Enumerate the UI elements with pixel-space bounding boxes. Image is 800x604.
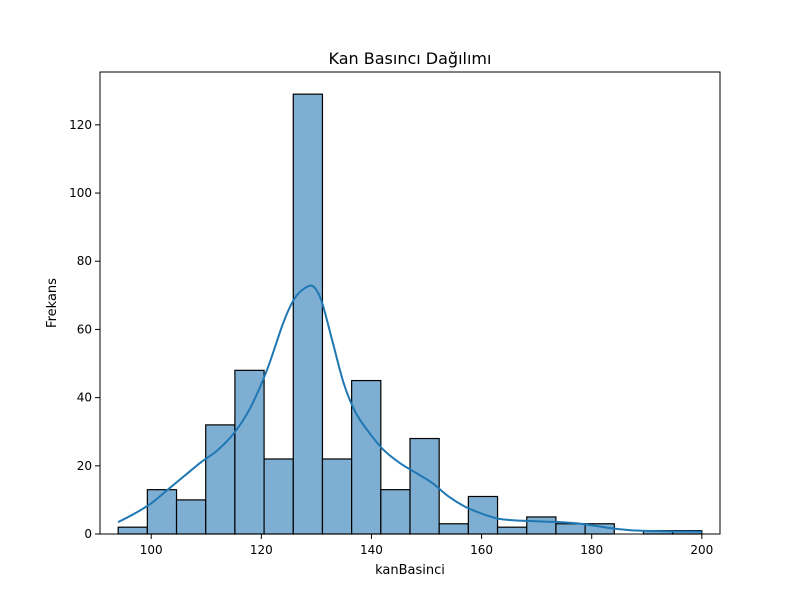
histogram-bar: [117, 526, 148, 535]
y-tick-label: 80: [77, 254, 92, 268]
histogram-bar: [526, 516, 557, 535]
x-axis-label: kanBasinci: [375, 563, 445, 578]
histogram-bar: [175, 499, 207, 535]
x-tick-label: 160: [470, 543, 493, 557]
histogram-bar: [146, 489, 178, 535]
histogram-bar: [351, 379, 382, 535]
chart-title: Kan Basıncı Dağılımı: [329, 49, 492, 68]
histogram-bar: [234, 369, 265, 535]
histogram-bar: [555, 523, 586, 535]
histogram-bar: [205, 424, 236, 535]
histogram-bar: [496, 526, 528, 535]
y-tick-label: 20: [77, 459, 92, 473]
histogram-bar: [321, 458, 353, 535]
x-tick-label: 200: [690, 543, 713, 557]
histogram-bar: [263, 458, 294, 535]
y-tick-label: 100: [69, 186, 92, 200]
x-tick-label: 120: [250, 543, 273, 557]
kde-layer: [117, 284, 702, 533]
axes-layer: 100 120 140 160 180 200 0 20 40 60 80 100 120: [69, 71, 721, 557]
x-tick-label: 140: [360, 543, 383, 557]
y-tick-label: 60: [77, 322, 92, 336]
y-axis-label: Frekans: [45, 278, 60, 328]
y-tick-label: 40: [77, 391, 92, 405]
histogram-bar: [380, 489, 411, 535]
y-tick-label: 120: [69, 118, 92, 132]
plot-frame: [99, 71, 721, 535]
histogram-bar: [292, 93, 324, 535]
x-tick-label: 180: [580, 543, 603, 557]
histogram-bar: [438, 523, 469, 535]
histogram-bar: [467, 495, 499, 535]
bars-layer: [117, 93, 703, 535]
histogram-bar: [409, 437, 440, 535]
x-tick-label: 100: [140, 543, 163, 557]
kde-line: [117, 284, 702, 533]
y-tick-label: 0: [84, 527, 92, 541]
